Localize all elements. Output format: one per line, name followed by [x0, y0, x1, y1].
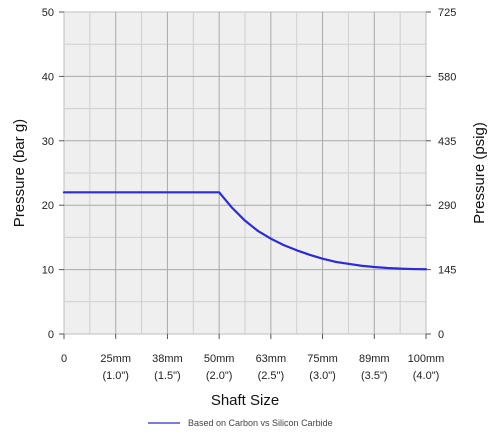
- major-gridlines: [64, 12, 426, 334]
- y2-axis-ticks: 0 145 290 435 580 725: [426, 7, 456, 341]
- y2-axis-title: Pressure (psig): [471, 122, 488, 224]
- minor-gridlines: [64, 12, 426, 334]
- y-axis-title: Pressure (bar g): [11, 119, 28, 227]
- x-tick-sublabel: (3.5"): [361, 370, 388, 382]
- x-tick-sublabel: (1.0"): [102, 370, 129, 382]
- x-tick-label: 38mm: [152, 353, 183, 365]
- series-group: [62, 191, 428, 271]
- y2-tick-label: 580: [438, 71, 456, 83]
- legend: Based on Carbon vs Silicon Carbide: [148, 418, 333, 428]
- legend-label: Based on Carbon vs Silicon Carbide: [188, 418, 333, 428]
- y-axis-ticks: 0 10 20 30 40 50: [42, 7, 64, 341]
- x-tick-sublabel: (3.0"): [309, 370, 336, 382]
- y2-tick-label: 435: [438, 136, 456, 148]
- x-tick-sublabel: (2.5"): [258, 370, 285, 382]
- x-tick-sublabel: (4.0"): [413, 370, 440, 382]
- y-tick-label: 0: [48, 329, 54, 341]
- x-tick-label: 89mm: [359, 353, 390, 365]
- x-tick-label: 50mm: [204, 353, 235, 365]
- x-tick-label: 63mm: [256, 353, 287, 365]
- y-tick-label: 10: [42, 265, 54, 277]
- y-tick-label: 30: [42, 136, 54, 148]
- series-line: [62, 191, 428, 271]
- x-axis-title: Shaft Size: [211, 392, 279, 409]
- x-axis-ticks: 0 25mm (1.0") 38mm (1.5") 50mm (2.0") 63mm (2.5"…: [61, 334, 444, 382]
- y-tick-label: 20: [42, 200, 54, 212]
- x-tick-label: 25mm: [100, 353, 131, 365]
- x-tick-label: 0: [61, 353, 67, 365]
- y-tick-label: 50: [42, 7, 54, 19]
- y-tick-label: 40: [42, 71, 54, 83]
- x-tick-sublabel: (2.0"): [206, 370, 233, 382]
- y2-tick-label: 725: [438, 7, 456, 19]
- y2-tick-label: 145: [438, 265, 456, 277]
- y2-tick-label: 290: [438, 200, 456, 212]
- x-tick-label: 100mm: [408, 353, 445, 365]
- x-tick-sublabel: (1.5"): [154, 370, 181, 382]
- x-tick-label: 75mm: [307, 353, 338, 365]
- y2-tick-label: 0: [438, 329, 444, 341]
